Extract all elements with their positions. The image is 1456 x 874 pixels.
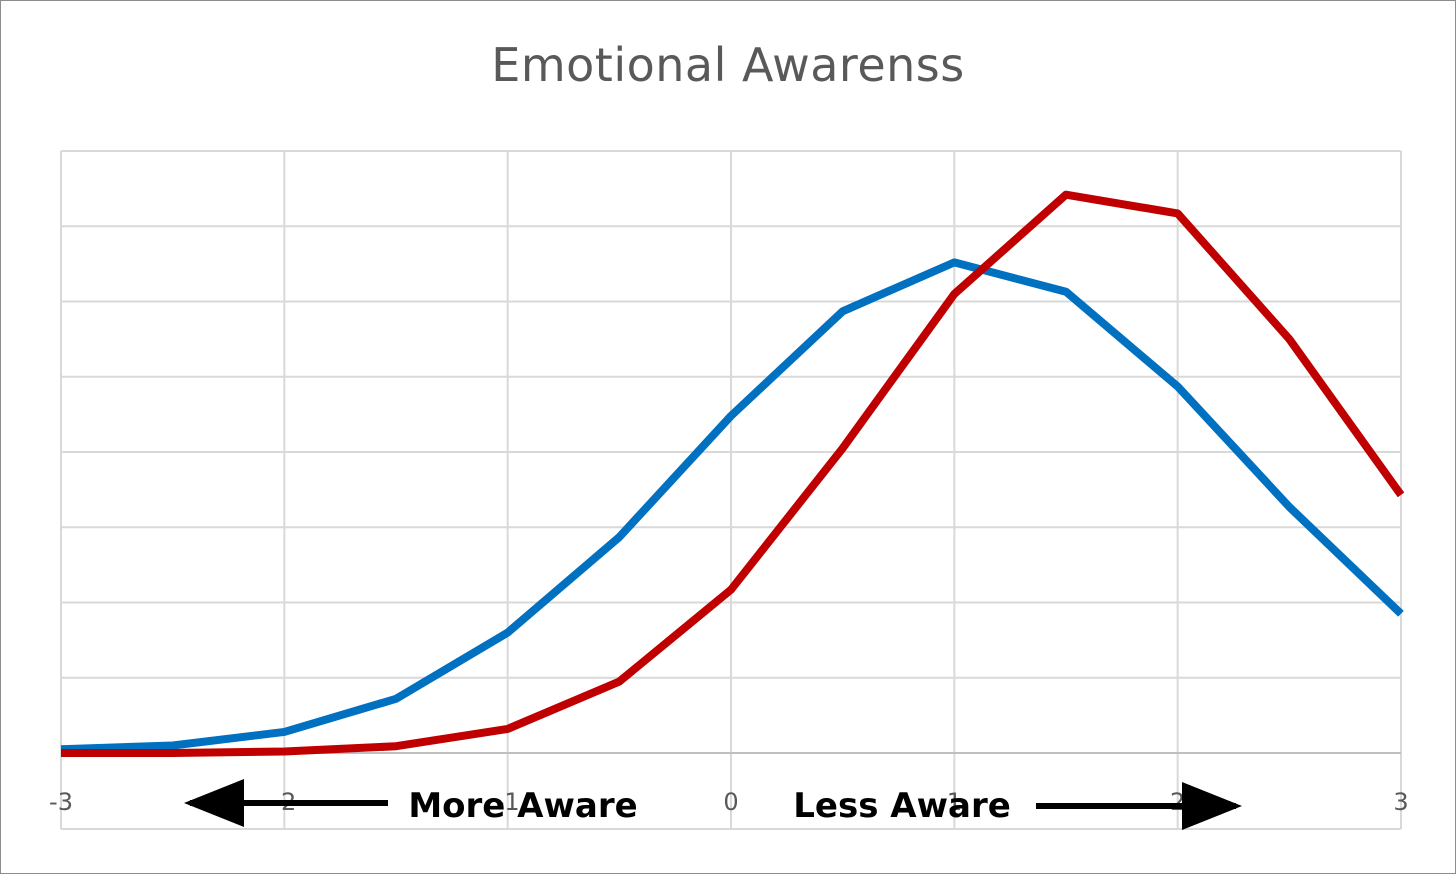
x-tick-label: 3: [1393, 788, 1408, 816]
annotations: More Aware Less Aware: [184, 779, 1242, 830]
x-tick-label: -1: [496, 788, 520, 816]
series-line-1: [60, 258, 1404, 754]
chart-title: Emotional Awarenss: [491, 38, 965, 92]
x-tick-label: -3: [49, 788, 73, 816]
less-aware-label: Less Aware: [793, 786, 1011, 826]
x-tick-label: 1: [947, 788, 962, 816]
x-tick-label: 0: [723, 788, 738, 816]
x-tick-label: 2: [1170, 788, 1185, 816]
series-group: [60, 190, 1405, 757]
more-aware-label: More Aware: [408, 786, 637, 826]
grid: [60, 150, 1402, 830]
series-line-2: [61, 190, 1405, 757]
